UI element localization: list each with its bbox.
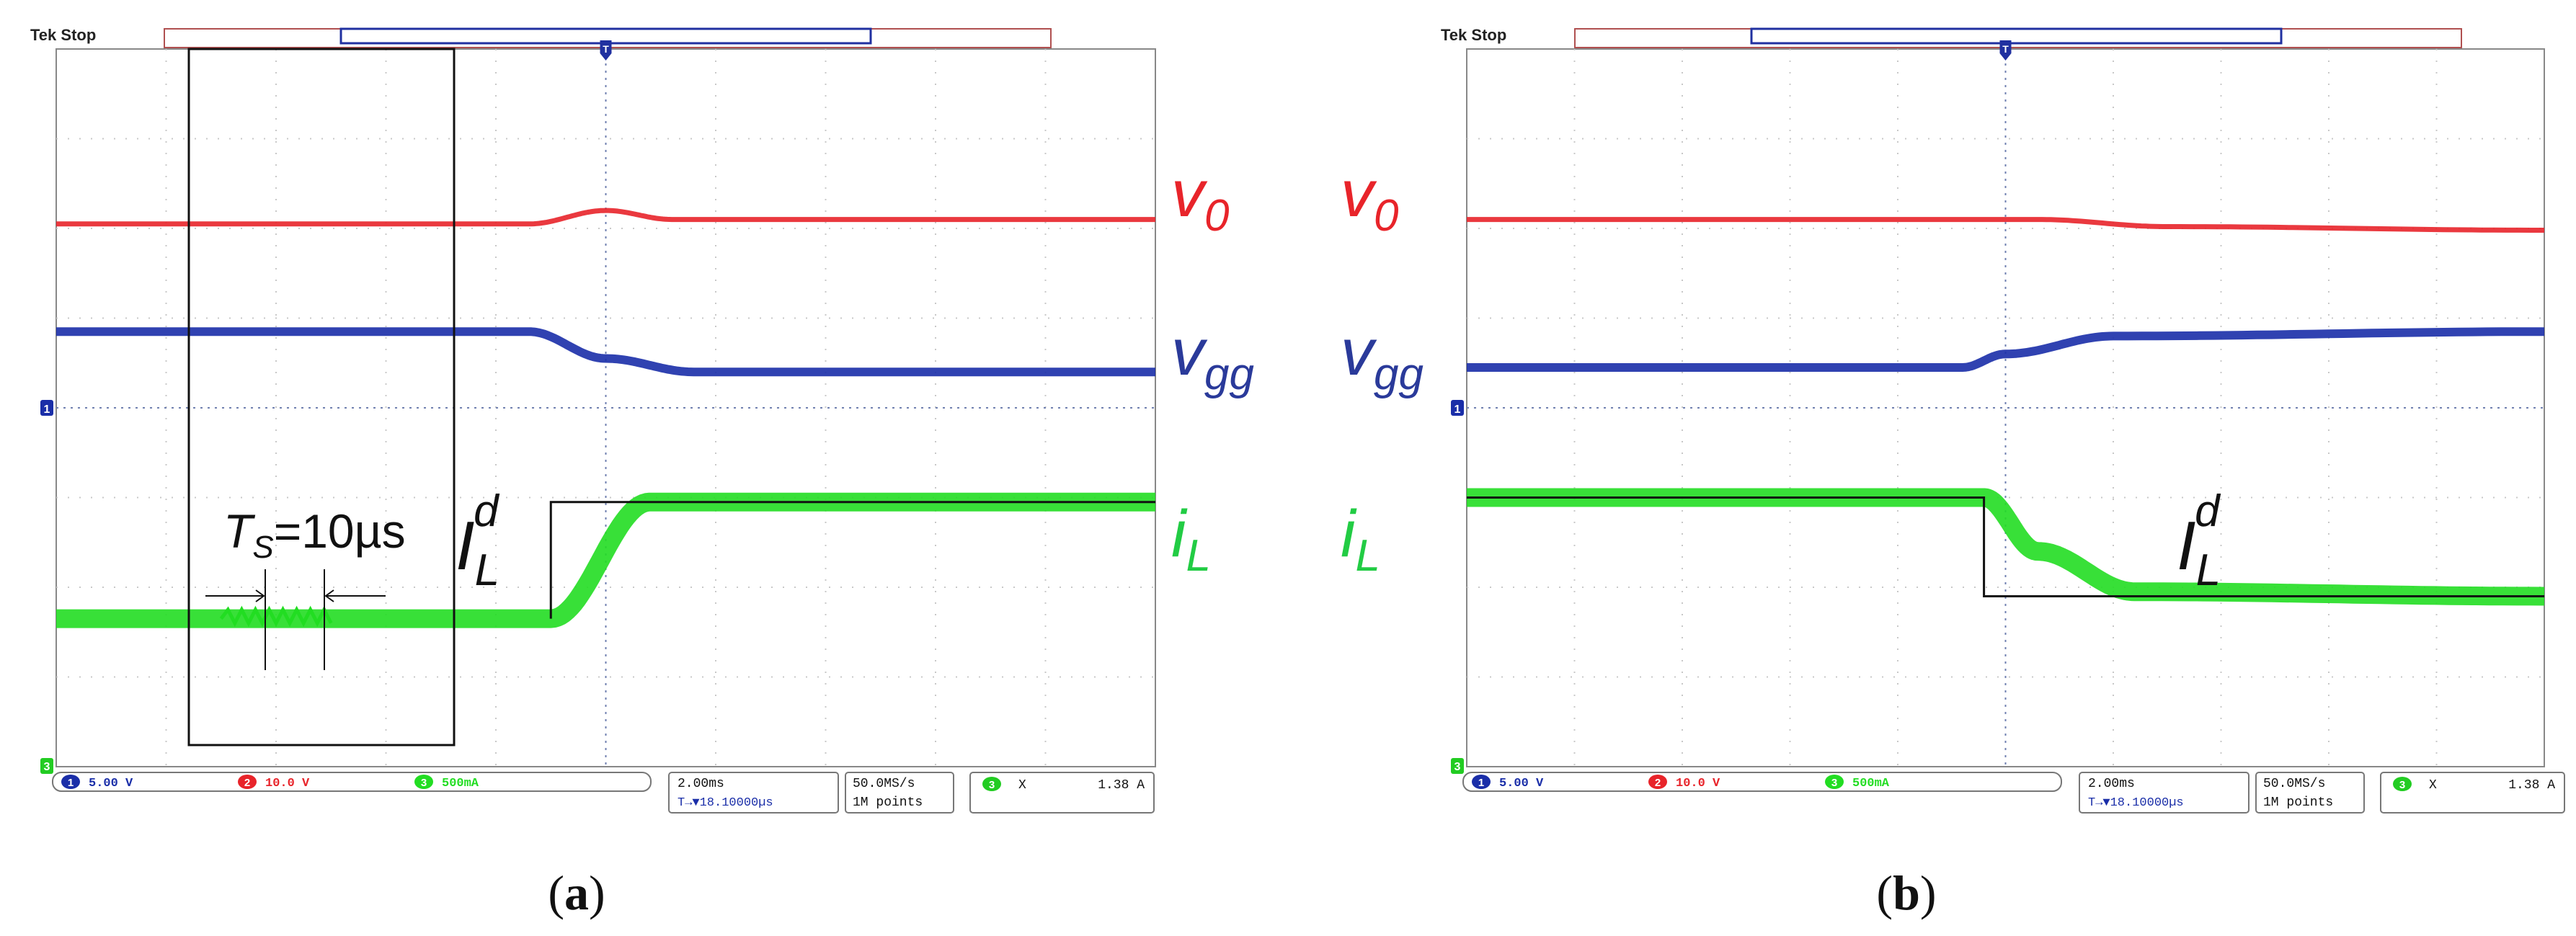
scope-panel-a: Tek Stop T 1 3 1 5.00 V 2 10.0 V 3 500mA 2.00ms T→▼… (30, 26, 1254, 920)
channel-2-badge (1648, 775, 1667, 789)
trigger-icon (600, 40, 612, 61)
series-vgg (56, 327, 1155, 377)
label-iL: iL (1341, 497, 1380, 581)
ch1-marker-label: 1 (44, 404, 50, 416)
measure-value: 1.38 A (2508, 778, 2555, 793)
measure-channel: 3 (2399, 779, 2405, 791)
step-reference-line (549, 501, 1155, 619)
channel-1-index: 1 (1478, 777, 1484, 789)
sample-rate: 50.0MS/s (853, 777, 915, 791)
label-v0: v0 (1171, 157, 1229, 241)
ch3-marker-label: 3 (1454, 761, 1461, 773)
status-bar: 1 5.00 V 2 10.0 V 3 500mA 2.00ms T→▼18.10000µs 5… (1462, 772, 2565, 814)
scope-panel-b: Tek Stop T 1 3 1 5.00 V 2 10.0 V 3 500mA 2.00ms T→▼… (1341, 26, 2565, 920)
measure-value: 1.38 A (1098, 778, 1145, 793)
channel-2-index: 2 (244, 777, 250, 789)
label-iL: iL (1171, 497, 1211, 581)
record-length: 1M points (853, 795, 923, 810)
ts-label: TS=10µs (223, 504, 406, 565)
series-v0 (1467, 217, 2544, 233)
channel-3-scale: 500mA (442, 777, 479, 790)
channel-1-badge (1472, 775, 1491, 789)
ch1-marker (40, 400, 53, 416)
trigger-label: T (603, 43, 609, 55)
channel-1-index: 1 (68, 777, 74, 789)
channel-1-scale: 5.00 V (89, 777, 133, 790)
timebase-box (668, 772, 839, 814)
measure-channel-badge (2393, 777, 2412, 791)
channel-1-scale: 5.00 V (1499, 777, 1544, 790)
channel-readout-box (52, 772, 652, 792)
caption: (b) (1876, 865, 1936, 920)
measure-channel-badge (982, 777, 1001, 791)
il-step-label: ILd (456, 486, 500, 595)
measure-channel: 3 (989, 779, 995, 791)
acq-box (2255, 772, 2365, 814)
measure-box (969, 772, 1155, 814)
ts-arrow-right (324, 589, 386, 602)
view-window (1750, 27, 2283, 45)
trigger-position: T→▼18.10000µs (678, 796, 773, 810)
ch3-marker (40, 758, 53, 774)
status-bar: 1 5.00 V 2 10.0 V 3 500mA 2.00ms T→▼18.10000µs 5… (52, 772, 1155, 814)
label-vgg: vgg (1171, 316, 1254, 399)
trigger-icon (1999, 40, 2012, 61)
ch1-marker-label: 1 (1454, 404, 1461, 416)
il-step-label: ILd (2177, 486, 2221, 595)
timebase-box (2079, 772, 2249, 814)
channel-2-scale: 10.0 V (1676, 777, 1720, 790)
scope-header: Tek Stop (30, 26, 96, 44)
channel-3-index: 3 (421, 777, 427, 789)
measure-box (2380, 772, 2565, 814)
label-vgg: vgg (1341, 316, 1424, 399)
channel-1-badge (61, 775, 80, 789)
channel-3-index: 3 (1831, 777, 1837, 789)
scope-header: Tek Stop (1441, 26, 1506, 44)
channel-2-badge (238, 775, 257, 789)
trigger-position: T→▼18.10000µs (2088, 796, 2184, 810)
timebase: 2.00ms (678, 777, 724, 791)
measure-label: X (1018, 778, 1026, 793)
ch3-marker (1451, 758, 1464, 774)
record-length: 1M points (2263, 795, 2333, 810)
step-reference-line (1467, 496, 2544, 597)
trigger-label: T (2002, 43, 2009, 55)
channel-3-badge (414, 775, 433, 789)
series-v0 (56, 208, 1155, 227)
ripple-detail (219, 605, 333, 628)
ch1-marker (1451, 400, 1464, 416)
measure-label: X (2429, 778, 2437, 793)
channel-2-index: 2 (1655, 777, 1661, 789)
channel-readout-box (1462, 772, 2062, 792)
label-v0: v0 (1341, 157, 1398, 241)
record-bar (1574, 28, 2462, 48)
channel-3-badge (1825, 775, 1844, 789)
sample-rate: 50.0MS/s (2263, 777, 2325, 791)
ts-arrow-left (205, 589, 265, 602)
channel-3-scale: 500mA (1852, 777, 1890, 790)
caption: (a) (548, 865, 605, 920)
ch3-marker-label: 3 (44, 761, 50, 773)
zoom-box (187, 48, 456, 746)
channel-2-scale: 10.0 V (265, 777, 310, 790)
series-vgg (1467, 327, 2544, 372)
timebase: 2.00ms (2088, 777, 2135, 791)
acq-box (845, 772, 954, 814)
